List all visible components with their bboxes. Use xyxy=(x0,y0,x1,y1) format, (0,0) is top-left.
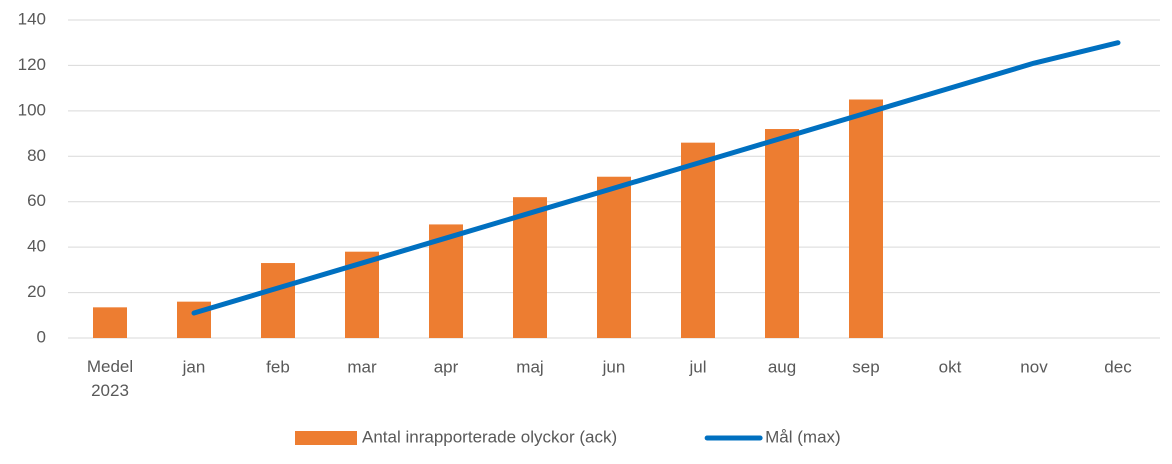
x-tick-label: jan xyxy=(182,357,206,376)
y-tick-label: 100 xyxy=(18,100,46,119)
line xyxy=(191,40,1121,316)
x-tick-label: apr xyxy=(434,357,459,376)
y-tick-label: 20 xyxy=(27,282,46,301)
y-tick-label: 40 xyxy=(27,237,46,256)
bar xyxy=(261,263,295,338)
x-tick-label: aug xyxy=(768,357,796,376)
x-tick-label: sep xyxy=(852,357,879,376)
x-tick-label: dec xyxy=(1104,357,1132,376)
bar xyxy=(513,197,547,338)
legend-swatch xyxy=(295,431,357,445)
x-tick-label: feb xyxy=(266,357,290,376)
bar xyxy=(765,129,799,338)
bar xyxy=(597,176,631,338)
x-tick-label: jul xyxy=(688,357,706,376)
y-tick-label: 80 xyxy=(27,146,46,165)
y-tick-label: 140 xyxy=(18,9,46,28)
x-tick-label: maj xyxy=(516,357,543,376)
x-tick-label: jun xyxy=(602,357,626,376)
x-tick-label: mar xyxy=(347,357,377,376)
x-tick-label: okt xyxy=(939,357,962,376)
y-tick-label: 0 xyxy=(37,327,46,346)
x-tick-label: Medel 2023 xyxy=(87,357,133,400)
bar xyxy=(93,307,127,338)
y-tick-label: 120 xyxy=(18,55,46,74)
legend-label: Mål (max) xyxy=(765,427,841,446)
bar xyxy=(681,142,715,338)
bar xyxy=(849,99,883,338)
x-tick-label: nov xyxy=(1020,357,1048,376)
y-tick-label: 60 xyxy=(27,191,46,210)
legend-label: Antal inrapporterade olyckor (ack) xyxy=(362,427,617,446)
